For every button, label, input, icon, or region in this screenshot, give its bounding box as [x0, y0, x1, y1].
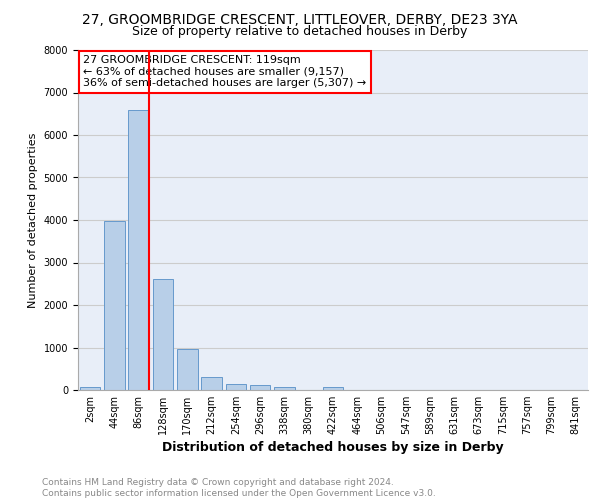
Bar — [104, 221, 125, 390]
Bar — [226, 384, 246, 390]
Bar — [152, 278, 173, 390]
Text: 27, GROOMBRIDGE CRESCENT, LITTLEOVER, DERBY, DE23 3YA: 27, GROOMBRIDGE CRESCENT, LITTLEOVER, DE… — [82, 12, 518, 26]
Y-axis label: Number of detached properties: Number of detached properties — [28, 132, 38, 308]
Text: Contains HM Land Registry data © Crown copyright and database right 2024.
Contai: Contains HM Land Registry data © Crown c… — [42, 478, 436, 498]
Bar — [128, 110, 149, 390]
Text: 27 GROOMBRIDGE CRESCENT: 119sqm
← 63% of detached houses are smaller (9,157)
36%: 27 GROOMBRIDGE CRESCENT: 119sqm ← 63% of… — [83, 55, 367, 88]
Bar — [201, 377, 222, 390]
X-axis label: Distribution of detached houses by size in Derby: Distribution of detached houses by size … — [162, 442, 504, 454]
Bar — [80, 387, 100, 390]
Bar — [177, 349, 197, 390]
Bar — [250, 386, 271, 390]
Text: Size of property relative to detached houses in Derby: Size of property relative to detached ho… — [133, 25, 467, 38]
Bar — [323, 386, 343, 390]
Bar — [274, 386, 295, 390]
